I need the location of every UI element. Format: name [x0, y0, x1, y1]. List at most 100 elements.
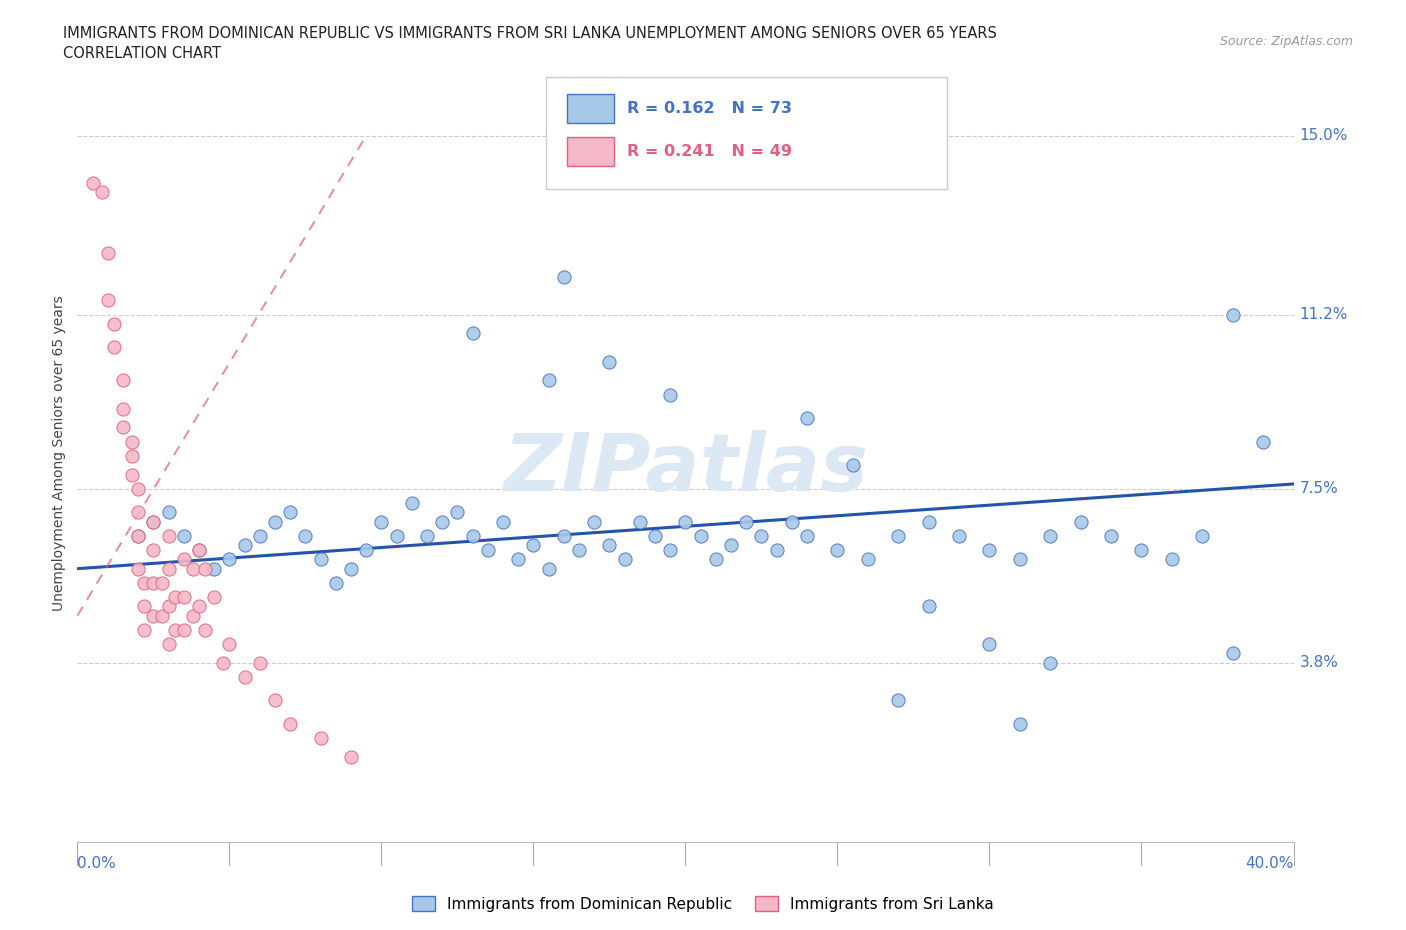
Point	[188, 542, 211, 557]
Point	[553, 528, 575, 543]
Point	[233, 670, 256, 684]
Point	[979, 636, 1001, 651]
Point	[1039, 528, 1062, 543]
Point	[325, 576, 347, 591]
Point	[461, 528, 484, 543]
Point	[887, 528, 910, 543]
Point	[188, 542, 211, 557]
Point	[522, 538, 544, 552]
Point	[918, 514, 941, 529]
Point	[194, 622, 217, 637]
Point	[134, 622, 156, 637]
Point	[841, 458, 863, 472]
Point	[675, 514, 697, 529]
Text: 7.5%: 7.5%	[1299, 481, 1339, 497]
Point	[553, 270, 575, 285]
Text: R = 0.241   N = 49: R = 0.241 N = 49	[627, 144, 792, 159]
Point	[264, 693, 287, 708]
Point	[90, 185, 112, 200]
Point	[979, 542, 1001, 557]
Point	[142, 514, 165, 529]
Point	[157, 561, 180, 576]
Point	[134, 576, 156, 591]
Point	[142, 542, 165, 557]
Text: IMMIGRANTS FROM DOMINICAN REPUBLIC VS IMMIGRANTS FROM SRI LANKA UNEMPLOYMENT AMO: IMMIGRANTS FROM DOMINICAN REPUBLIC VS IM…	[63, 26, 997, 41]
Point	[173, 528, 195, 543]
Point	[97, 293, 120, 308]
Point	[202, 590, 225, 604]
Point	[173, 551, 195, 566]
Point	[598, 538, 620, 552]
Point	[278, 505, 301, 520]
Point	[111, 420, 134, 435]
Point	[152, 608, 174, 623]
Point	[613, 551, 636, 566]
Point	[218, 551, 240, 566]
Point	[249, 656, 271, 671]
Point	[401, 496, 423, 511]
Point	[82, 176, 104, 191]
Text: 15.0%: 15.0%	[1299, 128, 1348, 143]
Point	[173, 622, 195, 637]
Point	[157, 505, 180, 520]
Point	[181, 608, 204, 623]
Point	[1222, 307, 1244, 322]
FancyBboxPatch shape	[568, 94, 613, 124]
Point	[720, 538, 742, 552]
FancyBboxPatch shape	[568, 137, 613, 166]
Point	[127, 528, 149, 543]
Point	[1099, 528, 1122, 543]
Point	[477, 542, 499, 557]
Point	[127, 481, 149, 496]
Point	[628, 514, 651, 529]
Point	[111, 373, 134, 388]
Point	[583, 514, 606, 529]
Point	[142, 514, 165, 529]
Point	[370, 514, 392, 529]
Point	[121, 448, 143, 463]
Point	[152, 576, 174, 591]
Point	[689, 528, 711, 543]
Point	[918, 599, 941, 614]
Point	[568, 542, 591, 557]
Point	[461, 326, 484, 340]
Point	[103, 340, 125, 355]
Point	[233, 538, 256, 552]
Point	[121, 434, 143, 449]
Text: ZIPatlas: ZIPatlas	[503, 430, 868, 508]
Point	[446, 505, 468, 520]
Point	[537, 561, 560, 576]
Point	[127, 528, 149, 543]
Point	[598, 354, 620, 369]
Point	[294, 528, 316, 543]
Point	[948, 528, 970, 543]
Point	[492, 514, 515, 529]
Point	[194, 561, 217, 576]
Point	[508, 551, 530, 566]
Point	[1191, 528, 1213, 543]
Text: 11.2%: 11.2%	[1299, 307, 1348, 322]
Point	[1070, 514, 1092, 529]
Point	[163, 590, 186, 604]
Point	[856, 551, 879, 566]
Point	[1008, 716, 1031, 731]
Point	[202, 561, 225, 576]
Point	[765, 542, 787, 557]
Point	[1222, 646, 1244, 661]
Point	[644, 528, 666, 543]
Point	[340, 750, 363, 764]
Point	[249, 528, 271, 543]
Point	[163, 622, 186, 637]
Text: CORRELATION CHART: CORRELATION CHART	[63, 46, 221, 61]
Point	[127, 505, 149, 520]
Point	[121, 467, 143, 482]
Point	[309, 551, 332, 566]
Point	[780, 514, 803, 529]
Point	[157, 528, 180, 543]
Point	[659, 542, 682, 557]
Y-axis label: Unemployment Among Seniors over 65 years: Unemployment Among Seniors over 65 years	[52, 296, 66, 611]
Point	[887, 693, 910, 708]
Point	[142, 608, 165, 623]
Point	[796, 528, 818, 543]
Point	[659, 387, 682, 402]
